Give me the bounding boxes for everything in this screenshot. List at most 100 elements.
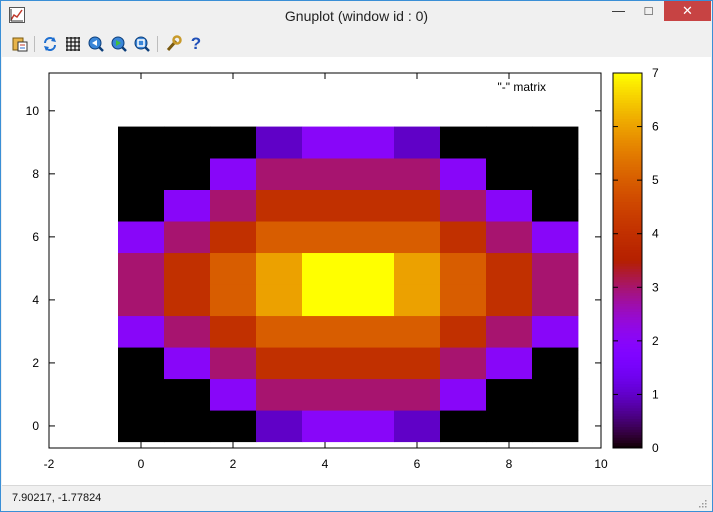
colorbar-segment bbox=[613, 164, 642, 168]
heatmap-cell bbox=[486, 126, 533, 159]
x-tick-label: 2 bbox=[230, 457, 237, 471]
y-tick-label: 6 bbox=[32, 230, 39, 244]
heatmap-cell bbox=[532, 378, 579, 411]
colorbar-segment bbox=[613, 335, 642, 339]
colorbar-segment bbox=[613, 129, 642, 133]
colorbar-segment bbox=[613, 370, 642, 374]
colorbar-tick-label: 2 bbox=[652, 334, 659, 348]
status-bar: 7.90217, -1.77824 bbox=[2, 485, 711, 511]
colorbar-segment bbox=[613, 281, 642, 286]
minimize-button[interactable]: — bbox=[612, 3, 625, 18]
colorbar-segment bbox=[613, 214, 642, 219]
colorbar-segment bbox=[613, 209, 642, 213]
colorbar-segment bbox=[613, 434, 642, 438]
colorbar-segment bbox=[613, 311, 642, 315]
colorbar-segment bbox=[613, 348, 642, 353]
heatmap-cell bbox=[118, 158, 165, 190]
colorbar-segment bbox=[613, 284, 642, 288]
title-bar[interactable]: Gnuplot (window id : 0) — □ ✕ bbox=[1, 1, 712, 31]
colorbar-segment bbox=[613, 244, 642, 248]
colorbar-segment bbox=[613, 386, 642, 390]
zoom-previous-icon[interactable] bbox=[87, 35, 105, 53]
heatmap-cell bbox=[164, 378, 211, 411]
colorbar-segment bbox=[613, 314, 642, 318]
heatmap-cell bbox=[348, 252, 395, 285]
heatmap-cell bbox=[210, 410, 257, 443]
colorbar-segment bbox=[613, 362, 642, 366]
copy-to-clipboard-icon[interactable] bbox=[11, 35, 29, 53]
heatmap-cell bbox=[210, 378, 257, 411]
heatmap-cell bbox=[394, 189, 441, 222]
options-icon[interactable] bbox=[164, 35, 182, 53]
colorbar-segment bbox=[613, 346, 642, 350]
colorbar-border bbox=[612, 72, 643, 449]
colorbar-segment bbox=[613, 204, 642, 208]
heatmap-cell bbox=[440, 347, 487, 380]
window-title: Gnuplot (window id : 0) bbox=[284, 8, 429, 24]
colorbar-segment bbox=[613, 73, 642, 77]
heatmap-cell bbox=[348, 347, 395, 380]
toolbar: ? bbox=[1, 31, 712, 57]
heatmap-cell bbox=[302, 126, 349, 159]
colorbar-segment bbox=[613, 402, 642, 406]
heatmap-cell bbox=[394, 221, 441, 254]
grid-icon[interactable] bbox=[64, 35, 82, 53]
colorbar-segment bbox=[613, 121, 642, 125]
colorbar-segment bbox=[613, 354, 642, 358]
heatmap-cell bbox=[302, 158, 349, 190]
x-tick-label: 4 bbox=[322, 457, 329, 471]
colorbar-segment bbox=[613, 236, 642, 240]
close-button[interactable]: ✕ bbox=[664, 1, 711, 21]
colorbar-tick-label: 5 bbox=[652, 173, 659, 187]
heatmap-cell bbox=[348, 284, 395, 317]
maximize-button[interactable]: □ bbox=[644, 3, 653, 18]
colorbar-segment bbox=[613, 351, 642, 355]
colorbar-segment bbox=[613, 295, 642, 299]
heatmap-cell bbox=[210, 315, 257, 348]
colorbar-tick-label: 3 bbox=[652, 280, 659, 294]
heatmap-cell bbox=[256, 221, 303, 254]
gnuplot-app-icon[interactable] bbox=[9, 7, 25, 23]
y-tick-label: 0 bbox=[32, 419, 39, 433]
heatmap-cell bbox=[302, 410, 349, 443]
zoom-autoscale-icon[interactable] bbox=[133, 35, 151, 53]
colorbar-segment bbox=[613, 340, 642, 345]
heatmap-cell bbox=[486, 347, 533, 380]
heatmap-cell bbox=[440, 252, 487, 285]
colorbar-segment bbox=[613, 166, 642, 170]
heatmap-cell bbox=[486, 378, 533, 411]
colorbar-segment bbox=[613, 158, 642, 162]
heatmap-cell bbox=[532, 410, 579, 443]
colorbar-segment bbox=[613, 364, 642, 369]
colorbar-segment bbox=[613, 78, 642, 82]
colorbar-segment bbox=[613, 391, 642, 395]
colorbar-segment bbox=[613, 359, 642, 363]
colorbar-segment bbox=[613, 418, 642, 422]
help-icon[interactable]: ? bbox=[190, 34, 202, 53]
colorbar-segment bbox=[613, 397, 642, 401]
colorbar-segment bbox=[613, 429, 642, 433]
colorbar-segment bbox=[613, 137, 642, 141]
heatmap-cell bbox=[532, 189, 579, 222]
colorbar-tick-label: 6 bbox=[652, 120, 659, 134]
colorbar-segment bbox=[613, 172, 642, 176]
colorbar-segment bbox=[613, 252, 642, 256]
heatmap-cell bbox=[532, 347, 579, 380]
colorbar-segment bbox=[613, 198, 642, 203]
heatmap-cell bbox=[118, 252, 165, 285]
heatmap-cell bbox=[256, 126, 303, 159]
resize-grip-icon[interactable] bbox=[697, 498, 707, 508]
heatmap-cell bbox=[164, 221, 211, 254]
colorbar-segment bbox=[613, 373, 642, 377]
colorbar-segment bbox=[613, 268, 642, 272]
heatmap-cell bbox=[118, 284, 165, 317]
colorbar-segment bbox=[613, 102, 642, 106]
colorbar-segment bbox=[613, 319, 642, 323]
plot-canvas[interactable]: -2 0 2 4 6 8 10 0 2 4 6 8 10 "-" matrix 0 1 2 3 4 5 6 7 bbox=[2, 57, 711, 485]
heatmap-cell bbox=[164, 315, 211, 348]
replot-icon[interactable] bbox=[41, 35, 59, 53]
heatmap-cell bbox=[302, 284, 349, 317]
colorbar-segment bbox=[613, 139, 642, 144]
zoom-next-icon[interactable] bbox=[110, 35, 128, 53]
heatmap-cell bbox=[348, 315, 395, 348]
